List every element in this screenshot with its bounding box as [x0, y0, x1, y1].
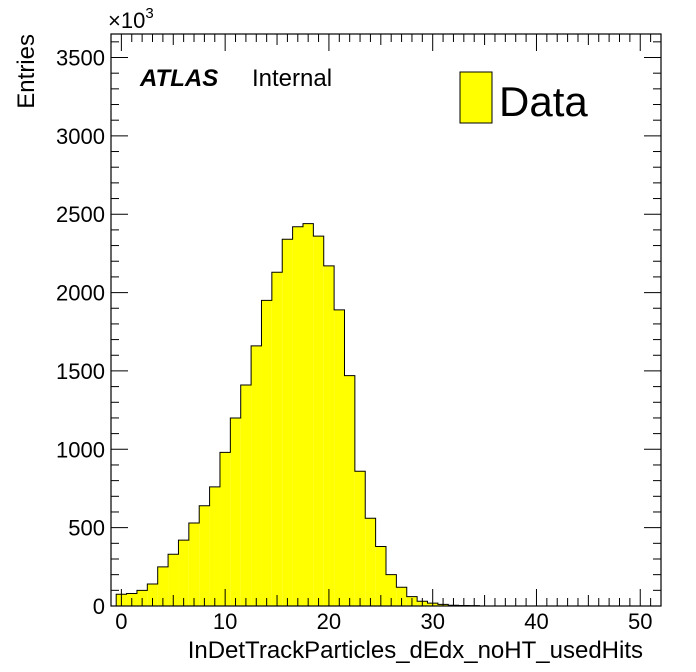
internal-label: Internal	[252, 65, 332, 92]
histogram-bar	[386, 574, 397, 606]
y-tick-label: 3500	[56, 46, 105, 71]
histogram-bar	[313, 236, 324, 606]
histogram-bar	[375, 546, 386, 606]
histogram-bar	[292, 226, 303, 606]
x-tick-label: 30	[420, 609, 444, 634]
histogram-bar	[230, 417, 241, 606]
histogram-bar	[261, 300, 272, 606]
x-axis-title: InDetTrackParticles_dEdx_noHT_usedHits	[188, 637, 643, 664]
y-axis-title: Entries	[13, 34, 40, 109]
x-tick-label: 40	[524, 609, 548, 634]
y-tick-label: 2500	[56, 202, 105, 227]
histogram-bar	[240, 385, 252, 606]
y-multiplier: ×103	[108, 5, 154, 33]
y-tick-label: 1000	[56, 437, 105, 462]
histogram-bar	[344, 375, 355, 606]
y-tick-labels: 0 500 1000 1500 2000 2500 3000 3500	[56, 46, 105, 619]
x-tick-labels: 0 10 20 30 40 50	[115, 609, 652, 634]
histogram-outline	[115, 223, 480, 607]
histogram-bar	[334, 309, 345, 606]
y-tick-label: 1500	[56, 359, 105, 384]
histogram-bar	[178, 540, 189, 606]
histogram-bar	[323, 265, 335, 606]
y-tick-label: 500	[68, 516, 105, 541]
histogram-bar	[365, 518, 376, 606]
histogram-bar	[157, 566, 169, 606]
histogram-bar	[282, 239, 293, 606]
x-tick-label: 50	[628, 609, 652, 634]
histogram-bar	[396, 587, 407, 606]
y-tick-label: 3000	[56, 124, 105, 149]
y-tick-label: 2000	[56, 281, 105, 306]
histogram-bar	[219, 452, 231, 606]
histogram-bar	[271, 272, 283, 606]
histogram-bar	[302, 223, 314, 606]
histogram-bar	[168, 554, 179, 606]
atlas-label: ATLAS	[139, 65, 218, 92]
legend-swatch	[459, 71, 493, 124]
histogram-bar	[209, 486, 220, 606]
x-tick-label: 10	[213, 609, 237, 634]
histogram-bar	[354, 471, 366, 606]
plot-frame	[110, 33, 662, 607]
histogram-bar	[199, 505, 210, 606]
histogram-bar	[188, 522, 200, 606]
histogram-bar	[251, 345, 262, 606]
x-tick-label: 20	[317, 609, 341, 634]
y-tick-label: 0	[93, 594, 105, 619]
x-tick-label: 0	[115, 609, 127, 634]
legend-label: Data	[499, 78, 588, 125]
histogram-bar	[147, 584, 158, 606]
